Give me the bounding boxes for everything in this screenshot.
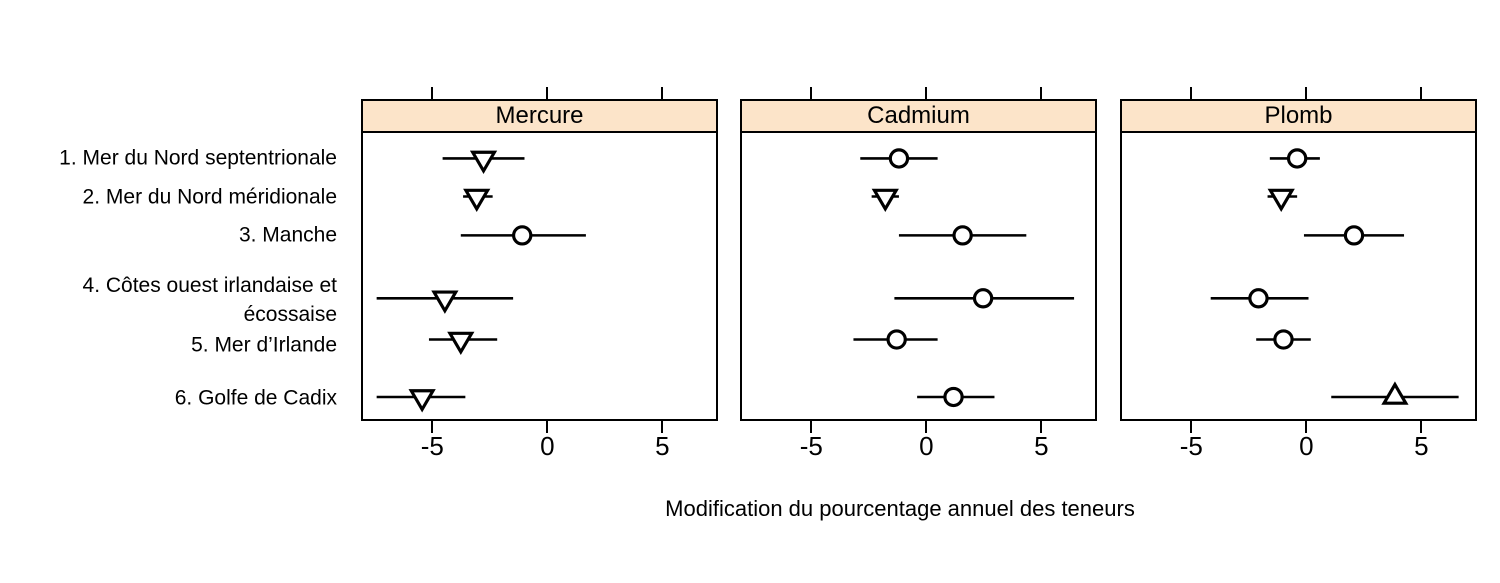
plot-panel-plomb	[1120, 131, 1477, 421]
plot-area-mercure	[376, 150, 586, 413]
category-label-mer-d-irlande: 5. Mer d’Irlande	[191, 333, 337, 357]
marker-circle	[1343, 225, 1365, 246]
strip-header-cadmium: Cadmium	[740, 99, 1097, 133]
panel-plomb: Plomb -5 0 5	[1120, 87, 1477, 482]
x-tick-label: -5	[420, 431, 444, 461]
axis-tick-top	[1420, 87, 1423, 99]
marker-triangle-down	[431, 290, 459, 314]
marker-circle	[1273, 329, 1294, 350]
axis-tick-top	[810, 87, 813, 99]
axis-tick-bottom	[925, 421, 928, 433]
marker-circle	[943, 386, 964, 408]
category-label-cotes-ouest: 4. Côtes ouest irlandaise et écossaise	[82, 274, 337, 326]
axis-tick-bottom	[1190, 421, 1193, 433]
plot-panel-mercure	[361, 131, 718, 421]
category-label-golfe-de-cadix: 6. Golfe de Cadix	[174, 386, 337, 410]
axis-tick-bottom	[431, 421, 434, 433]
x-axis-title: Modification du pourcentage annuel des t…	[665, 496, 1135, 521]
marker-circle	[952, 225, 973, 246]
axis-tick-top	[1305, 87, 1308, 99]
axis-tick-bottom	[661, 421, 664, 433]
strip-label-plomb: Plomb	[1264, 102, 1333, 129]
marker-circle	[1286, 148, 1308, 169]
axis-tick-bottom	[1305, 421, 1308, 433]
category-label-manche: 3. Manche	[238, 223, 337, 247]
panel-mercure: Mercure -5 0 5	[361, 87, 718, 482]
x-tick-label: -5	[1179, 431, 1203, 461]
axis-tick-top	[1040, 87, 1043, 99]
axis-tick-top	[661, 87, 664, 99]
axis-tick-bottom	[1040, 421, 1043, 433]
marker-circle	[512, 225, 533, 246]
marker-triangle-down	[469, 150, 498, 175]
x-tick-label: 5	[655, 431, 670, 461]
plot-area-cadmium	[853, 148, 1075, 408]
plot-panel-cadmium	[740, 131, 1097, 421]
axis-tick-top	[546, 87, 549, 99]
panel-cadmium: Cadmium -5 0 5	[740, 87, 1097, 482]
axis-tick-top	[1190, 87, 1193, 99]
x-tick-label: 0	[919, 431, 934, 461]
marker-circle	[886, 329, 907, 350]
marker-triangle-up	[1381, 381, 1409, 405]
strip-label-cadmium: Cadmium	[867, 102, 970, 129]
marker-triangle-down	[463, 188, 491, 213]
strip-header-plomb: Plomb	[1120, 99, 1477, 133]
marker-triangle-down	[447, 331, 475, 356]
marker-triangle-down	[408, 389, 436, 413]
x-tick-label: 0	[1299, 431, 1314, 461]
category-label-mer-du-nord-septentrionale: 1. Mer du Nord septentrionale	[59, 146, 337, 170]
marker-triangle-down	[871, 188, 899, 213]
x-tick-label: 5	[1034, 431, 1049, 461]
marker-circle	[888, 148, 910, 169]
axis-tick-top	[431, 87, 434, 99]
axis-tick-bottom	[810, 421, 813, 433]
plot-area-plomb	[1210, 148, 1459, 405]
axis-tick-bottom	[1420, 421, 1423, 433]
category-label-mer-du-nord-meridionale: 2. Mer du Nord méridionale	[82, 185, 337, 209]
marker-circle	[1248, 288, 1269, 309]
marker-triangle-down	[1267, 188, 1295, 213]
x-tick-label: -5	[799, 431, 823, 461]
axis-tick-bottom	[546, 421, 549, 433]
axis-tick-top	[925, 87, 928, 99]
strip-header-mercure: Mercure	[361, 99, 718, 133]
x-tick-label: 5	[1414, 431, 1429, 461]
x-tick-label: 0	[540, 431, 555, 461]
strip-label-mercure: Mercure	[495, 102, 584, 129]
marker-circle	[972, 288, 994, 309]
